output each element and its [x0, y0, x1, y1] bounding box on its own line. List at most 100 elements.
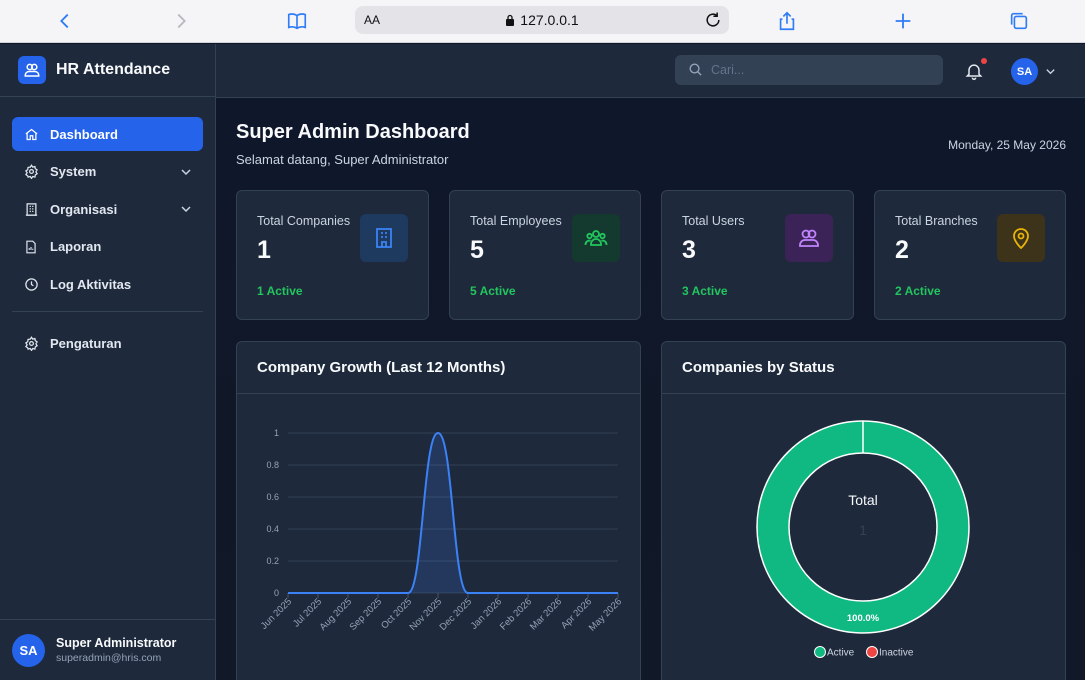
chevron-down-icon[interactable]: [1045, 66, 1056, 77]
x-tick-label: Sep 2025: [348, 596, 385, 633]
stat-label: Total Branches: [895, 214, 978, 228]
sidebar-item-label: Laporan: [50, 239, 102, 254]
stat-card-branches: Total Branches 2 2 Active: [874, 190, 1066, 320]
panel-title: Company Growth (Last 12 Months): [257, 359, 506, 376]
lock-icon: [506, 14, 515, 26]
tabs-icon[interactable]: [1006, 9, 1032, 33]
browser-toolbar: AA 127.0.0.1: [0, 0, 1085, 43]
sidebar-item-dashboard[interactable]: Dashboard: [12, 117, 203, 151]
y-tick-label: 0: [274, 588, 279, 598]
users-icon: [18, 56, 46, 84]
app-name: HR Attendance: [56, 61, 171, 78]
sidebar-item-log-aktivitas[interactable]: Log Aktivitas: [12, 267, 203, 301]
stat-card-employees: Total Employees 5 5 Active: [449, 190, 641, 320]
x-tick-label: Dec 2025: [438, 596, 475, 633]
brand[interactable]: HR Attendance: [0, 44, 215, 97]
donut-center-value: 1: [859, 522, 867, 538]
user-name: Super Administrator: [56, 636, 177, 650]
avatar: SA: [12, 633, 45, 667]
panel-header: Company Growth (Last 12 Months): [237, 342, 640, 394]
stat-label: Total Employees: [470, 214, 562, 228]
stat-active: 5 Active: [470, 284, 516, 298]
stat-card-companies: Total Companies 1 1 Active: [236, 190, 429, 320]
back-icon[interactable]: [52, 9, 78, 33]
users-group-icon: [572, 214, 620, 262]
stat-active: 1 Active: [257, 284, 303, 298]
text-size-button[interactable]: AA: [364, 13, 381, 27]
sidebar-nav: Dashboard System Organisasi Laporan: [0, 97, 215, 360]
donut-center-label: Total: [848, 492, 878, 508]
building-icon: [360, 214, 408, 262]
topbar: SA: [216, 44, 1085, 98]
forward-icon[interactable]: [168, 9, 194, 33]
page-subtitle: Selamat datang, Super Administrator: [236, 152, 449, 167]
x-tick-label: Jun 2025: [259, 596, 294, 631]
stat-label: Total Companies: [257, 214, 351, 228]
y-tick-label: 0.8: [266, 460, 279, 470]
panel-header: Companies by Status: [662, 342, 1065, 394]
avatar[interactable]: SA: [1011, 58, 1038, 85]
companies-status-chart: Total 1 100.0% Active Inactive: [756, 420, 970, 659]
search-input[interactable]: [675, 55, 943, 85]
sidebar-item-label: Pengaturan: [50, 335, 122, 351]
stat-label: Total Users: [682, 214, 745, 228]
stat-active: 3 Active: [682, 284, 728, 298]
users-icon: [785, 214, 833, 262]
clock-icon: [23, 276, 39, 292]
sidebar-item-label: Log Aktivitas: [50, 276, 132, 292]
company-growth-panel: Company Growth (Last 12 Months) 0 0.2 0.4 0…: [236, 341, 641, 680]
legend-label-inactive: Inactive: [879, 648, 914, 659]
sidebar-item-organisasi[interactable]: Organisasi: [12, 192, 203, 226]
companies-status-panel: Companies by Status Total 1 100.0% Active In…: [661, 341, 1066, 680]
home-icon: [23, 126, 39, 142]
reload-icon[interactable]: [703, 10, 723, 30]
x-tick-label: Mar 2026: [528, 596, 564, 632]
url-value: 127.0.0.1: [520, 12, 579, 28]
sidebar-divider: [12, 311, 203, 312]
chevron-down-icon[interactable]: [180, 166, 192, 178]
gear-icon: [23, 335, 39, 351]
legend-swatch-inactive: [866, 646, 878, 658]
legend-label-active: Active: [827, 648, 855, 659]
building-icon: [23, 201, 39, 217]
stat-value: 3: [682, 236, 696, 264]
bookmarks-icon[interactable]: [284, 9, 310, 33]
gear-icon: [23, 164, 39, 180]
notification-dot: [981, 58, 987, 64]
data-label: 100.0%: [847, 613, 880, 624]
stat-value: 2: [895, 236, 909, 264]
stat-value: 1: [257, 236, 271, 264]
page-title: Super Admin Dashboard: [236, 121, 470, 143]
share-icon[interactable]: [774, 9, 800, 33]
search-icon: [689, 63, 702, 76]
sidebar-item-pengaturan[interactable]: Pengaturan: [12, 326, 203, 360]
address-bar[interactable]: AA 127.0.0.1: [355, 6, 729, 34]
x-tick-label: May 2026: [587, 596, 624, 633]
y-tick-label: 0.2: [266, 556, 279, 566]
chevron-down-icon[interactable]: [180, 203, 192, 215]
new-tab-icon[interactable]: [890, 9, 916, 33]
sidebar-user[interactable]: SA Super Administrator superadmin@hris.c…: [0, 619, 215, 680]
sidebar-item-label: Dashboard: [50, 126, 118, 142]
bell-icon[interactable]: [964, 61, 984, 81]
report-icon: [23, 239, 39, 255]
main-content: Super Admin Dashboard Selamat datang, Su…: [216, 98, 1085, 680]
sidebar-item-laporan[interactable]: Laporan: [12, 230, 203, 264]
sidebar-item-label: Organisasi: [50, 201, 118, 217]
sidebar-item-label: System: [50, 164, 97, 179]
stat-value: 5: [470, 236, 484, 264]
user-email: superadmin@hris.com: [56, 652, 162, 664]
x-tick-label: Feb 2026: [498, 596, 534, 632]
y-tick-label: 0.4: [266, 524, 279, 534]
stat-active: 2 Active: [895, 284, 941, 298]
panel-title: Companies by Status: [682, 359, 835, 376]
series-line: [288, 431, 618, 594]
stat-card-users: Total Users 3 3 Active: [661, 190, 854, 320]
sidebar: HR Attendance Dashboard System Organisas…: [0, 44, 216, 680]
y-tick-label: 0.6: [266, 492, 279, 502]
current-date: Monday, 25 May 2026: [948, 138, 1066, 152]
legend-swatch-active: [814, 646, 826, 658]
sidebar-item-system[interactable]: System: [12, 155, 203, 189]
url-text: 127.0.0.1: [355, 12, 729, 28]
